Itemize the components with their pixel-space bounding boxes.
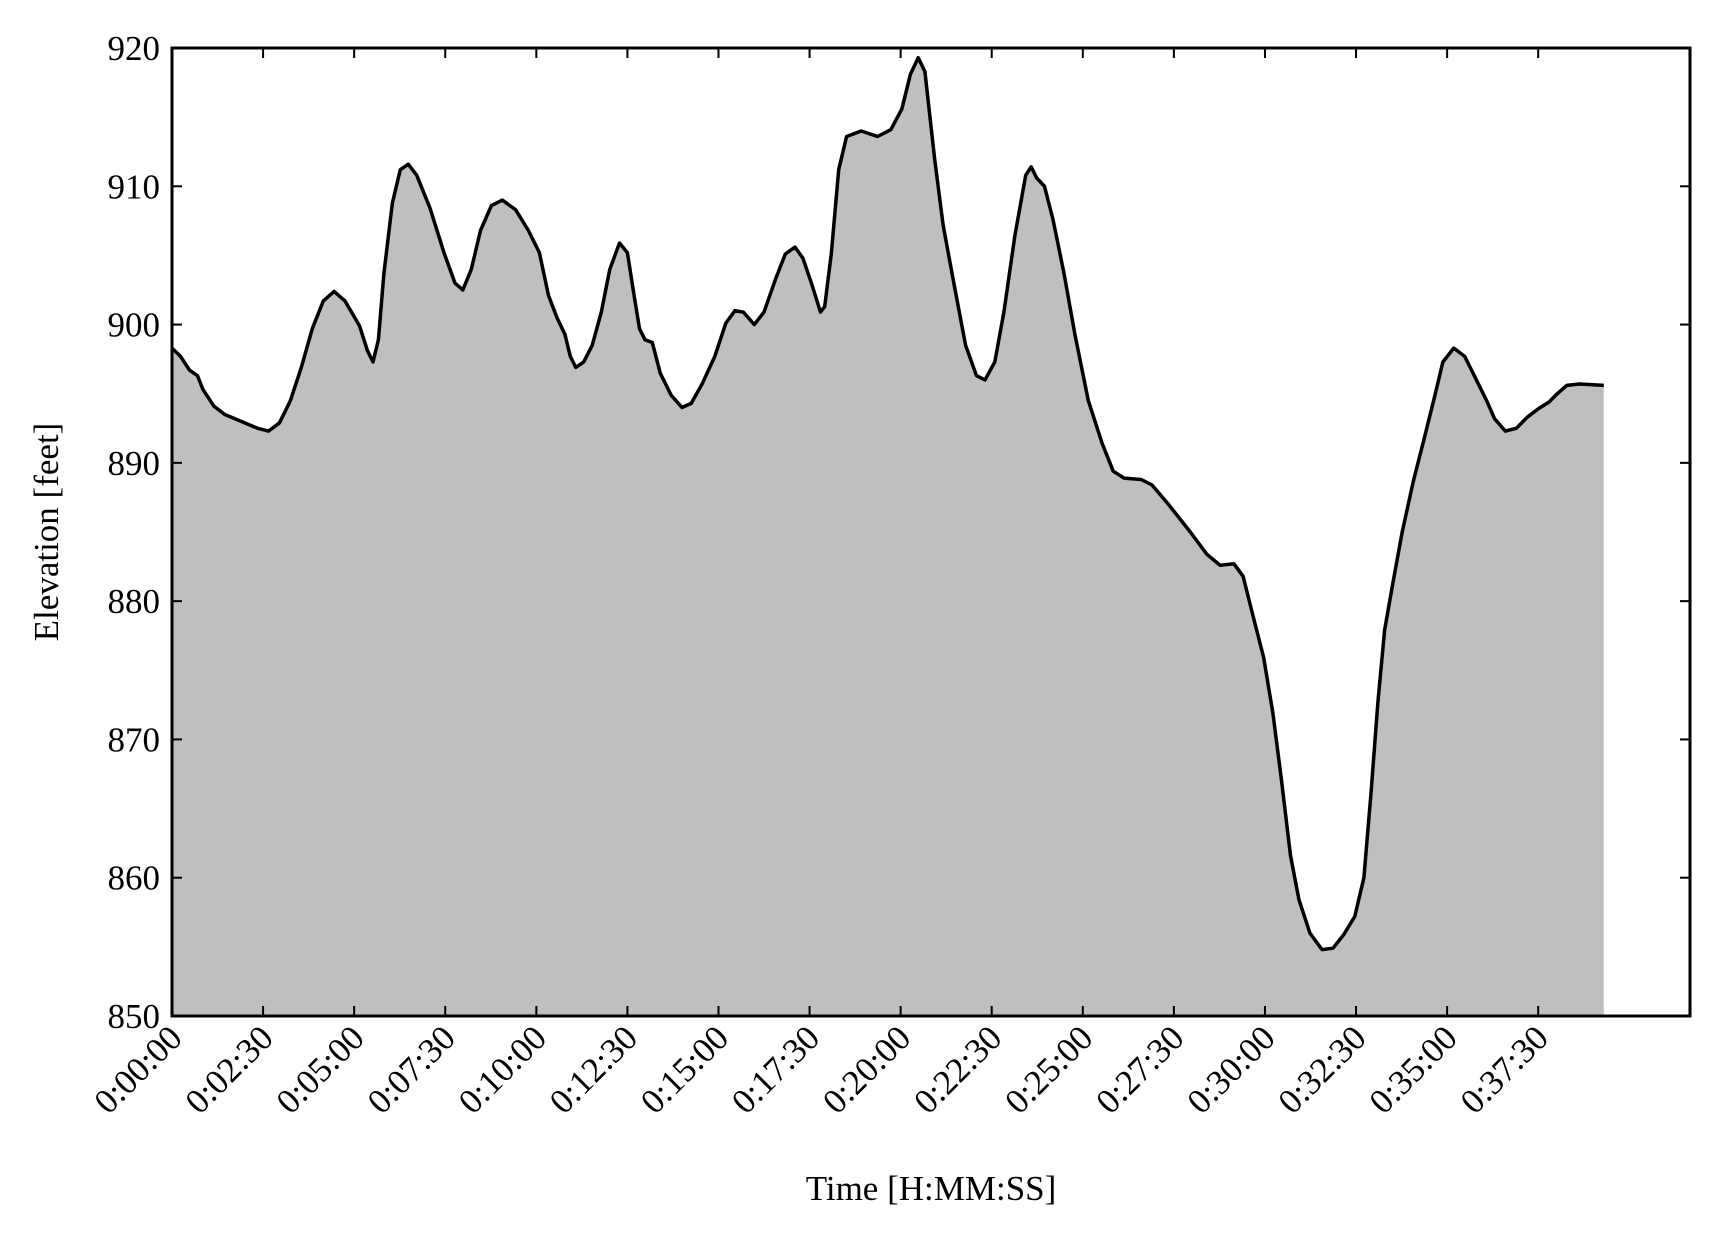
x-tick-label: 0:35:00 — [1362, 1018, 1465, 1121]
x-tick-label: 0:27:30 — [1088, 1018, 1191, 1121]
area-fill — [172, 57, 1604, 1016]
y-tick-label: 850 — [108, 997, 161, 1036]
y-tick-label: 870 — [108, 720, 161, 759]
area-line — [170, 55, 1604, 952]
x-tick-label: 0:20:00 — [815, 1018, 918, 1121]
x-tick-label: 0:17:30 — [724, 1018, 827, 1121]
x-tick-label: 0:30:00 — [1179, 1018, 1282, 1121]
y-tick-label: 910 — [108, 167, 161, 206]
y-tick-label: 920 — [108, 29, 161, 68]
y-tick-label: 900 — [108, 306, 161, 345]
x-tick-label: 0:05:00 — [269, 1018, 372, 1121]
x-tick-label: 0:25:00 — [997, 1018, 1100, 1121]
x-axis-label: Time [H:MM:SS] — [806, 1169, 1057, 1208]
x-tick-label: 0:07:30 — [360, 1018, 463, 1121]
x-tick-label: 0:22:30 — [906, 1018, 1009, 1121]
y-tick-label: 890 — [108, 444, 161, 483]
x-tick-label: 0:02:30 — [178, 1018, 281, 1121]
x-tick-label: 0:15:00 — [633, 1018, 736, 1121]
y-axis-label: Elevation [feet] — [27, 423, 66, 642]
plot-frame — [170, 46, 1692, 1018]
x-tick-label: 0:10:00 — [451, 1018, 554, 1121]
x-tick-label: 0:32:30 — [1270, 1018, 1373, 1121]
x-tick-label: 0:37:30 — [1453, 1018, 1556, 1121]
y-tick-label: 880 — [108, 582, 161, 621]
y-tick-label: 860 — [108, 859, 161, 898]
x-tick-label: 0:12:30 — [542, 1018, 645, 1121]
